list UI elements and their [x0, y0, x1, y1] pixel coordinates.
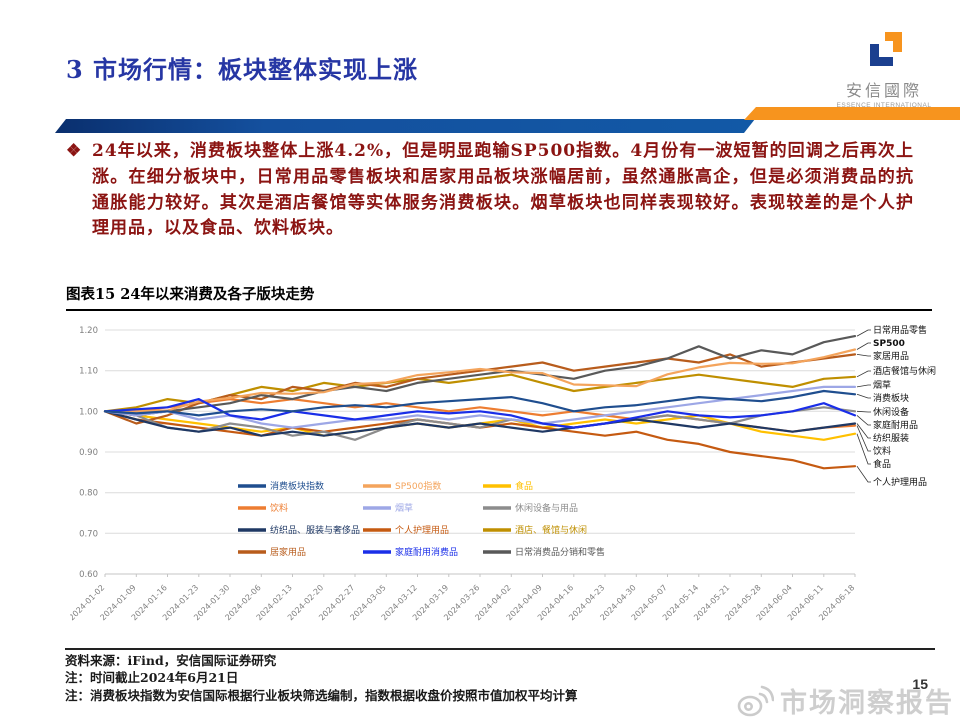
label-leader-line [856, 410, 871, 413]
page-title: 3 市场行情：板块整体实现上涨 [66, 55, 419, 84]
watermark-weibo-icon [737, 685, 774, 716]
logo-name-cn: 安信國際 [845, 83, 922, 100]
series-end-label: 酒店餐馆与休闲 [873, 365, 936, 377]
series-end-label: 食品 [873, 458, 891, 470]
page-number: 15 [912, 676, 928, 692]
series-end-label: 烟草 [873, 379, 891, 391]
legend-label: 纺织品、服装与奢侈品 [270, 524, 360, 536]
series-end-label: SP500 [873, 339, 905, 349]
legend-label: 个人护理用品 [395, 524, 449, 536]
watermark-text: 市场洞察报告 [780, 688, 954, 718]
series-end-label: 休闲设备 [873, 406, 909, 418]
label-leader-line [856, 423, 871, 439]
series-line [103, 397, 857, 429]
y-tick-label: 0.80 [79, 489, 98, 499]
date-note: 注：时间截止2024年6月21日 [65, 670, 239, 686]
logo-icon [870, 32, 902, 66]
label-leader-line [856, 342, 871, 350]
label-leader-line [856, 393, 871, 399]
summary-paragraph: ❖ 24年以来，消费板块整体上涨4.2%，但是明显跑输SP500指数。4月份有一… [66, 139, 914, 242]
legend-label: 消费板块指数 [270, 480, 324, 492]
series-end-label: 个人护理用品 [873, 476, 927, 488]
series-line [103, 389, 857, 417]
consumption-sectors-line-chart: 0.600.700.800.901.001.101.202024-01-0220… [70, 324, 936, 622]
legend-label: 日常消费品分销和零售 [515, 546, 605, 558]
diamond-bullet-icon: ❖ [66, 141, 82, 161]
watermark: 市场洞察报告 [736, 681, 954, 720]
logo-name-en: ESSENCE INTERNATIONAL [836, 102, 932, 109]
legend-label: 食品 [515, 480, 533, 492]
label-leader-line [856, 370, 871, 378]
series-line [103, 348, 857, 413]
series-end-label: 家居用品 [873, 350, 909, 362]
figure-title: 图表15 24年以来消费及各子版块走势 [66, 283, 932, 311]
y-tick-label: 1.00 [79, 407, 98, 417]
y-tick-label: 1.20 [79, 326, 98, 336]
label-leader-line [856, 433, 871, 465]
legend-label: 居家用品 [270, 546, 306, 558]
legend-label: 家庭耐用消费品 [395, 546, 458, 558]
header-divider-blue [55, 119, 755, 133]
y-tick-label: 0.70 [79, 529, 98, 539]
company-logo: 安信國際 ESSENCE INTERNATIONAL [824, 28, 944, 109]
summary-text: 24年以来，消费板块整体上涨4.2%，但是明显跑输SP500指数。4月份有一波短… [92, 141, 914, 239]
series-end-label: 日常用品零售 [873, 324, 927, 336]
footnotes: 资料来源：iFind，安信国际证券研究 注：时间截止2024年6月21日 注：消… [65, 648, 935, 705]
method-note: 注：消费板块指数为安信国际根据行业板块筛选编制，指数根据收盘价按照市值加权平均计… [65, 687, 578, 703]
series-end-label: 家庭耐用品 [873, 419, 918, 431]
label-leader-line [856, 354, 871, 357]
series-line [103, 353, 857, 425]
legend-label: 饮料 [270, 502, 288, 514]
label-leader-line [856, 465, 871, 483]
y-tick-label: 1.10 [79, 367, 98, 377]
legend-label: 烟草 [395, 502, 413, 514]
legend-label: 酒店、餐馆与休闲 [515, 524, 587, 536]
source-note: 资料来源：iFind，安信国际证券研究 [65, 653, 277, 668]
y-tick-label: 0.90 [79, 448, 98, 458]
series-line [103, 335, 857, 417]
series-end-label: 纺织服装 [873, 432, 909, 444]
legend-label: SP500指数 [395, 480, 441, 492]
header-divider-orange [744, 107, 960, 120]
label-leader-line [856, 384, 871, 388]
label-leader-line [856, 415, 871, 426]
series-line [103, 410, 857, 437]
series-end-label: 饮料 [873, 445, 891, 457]
series-end-label: 消费板块 [873, 392, 909, 404]
y-tick-label: 0.60 [79, 570, 98, 580]
label-leader-line [856, 329, 871, 337]
legend-label: 休闲设备与用品 [515, 502, 578, 514]
label-leader-line [856, 425, 871, 452]
